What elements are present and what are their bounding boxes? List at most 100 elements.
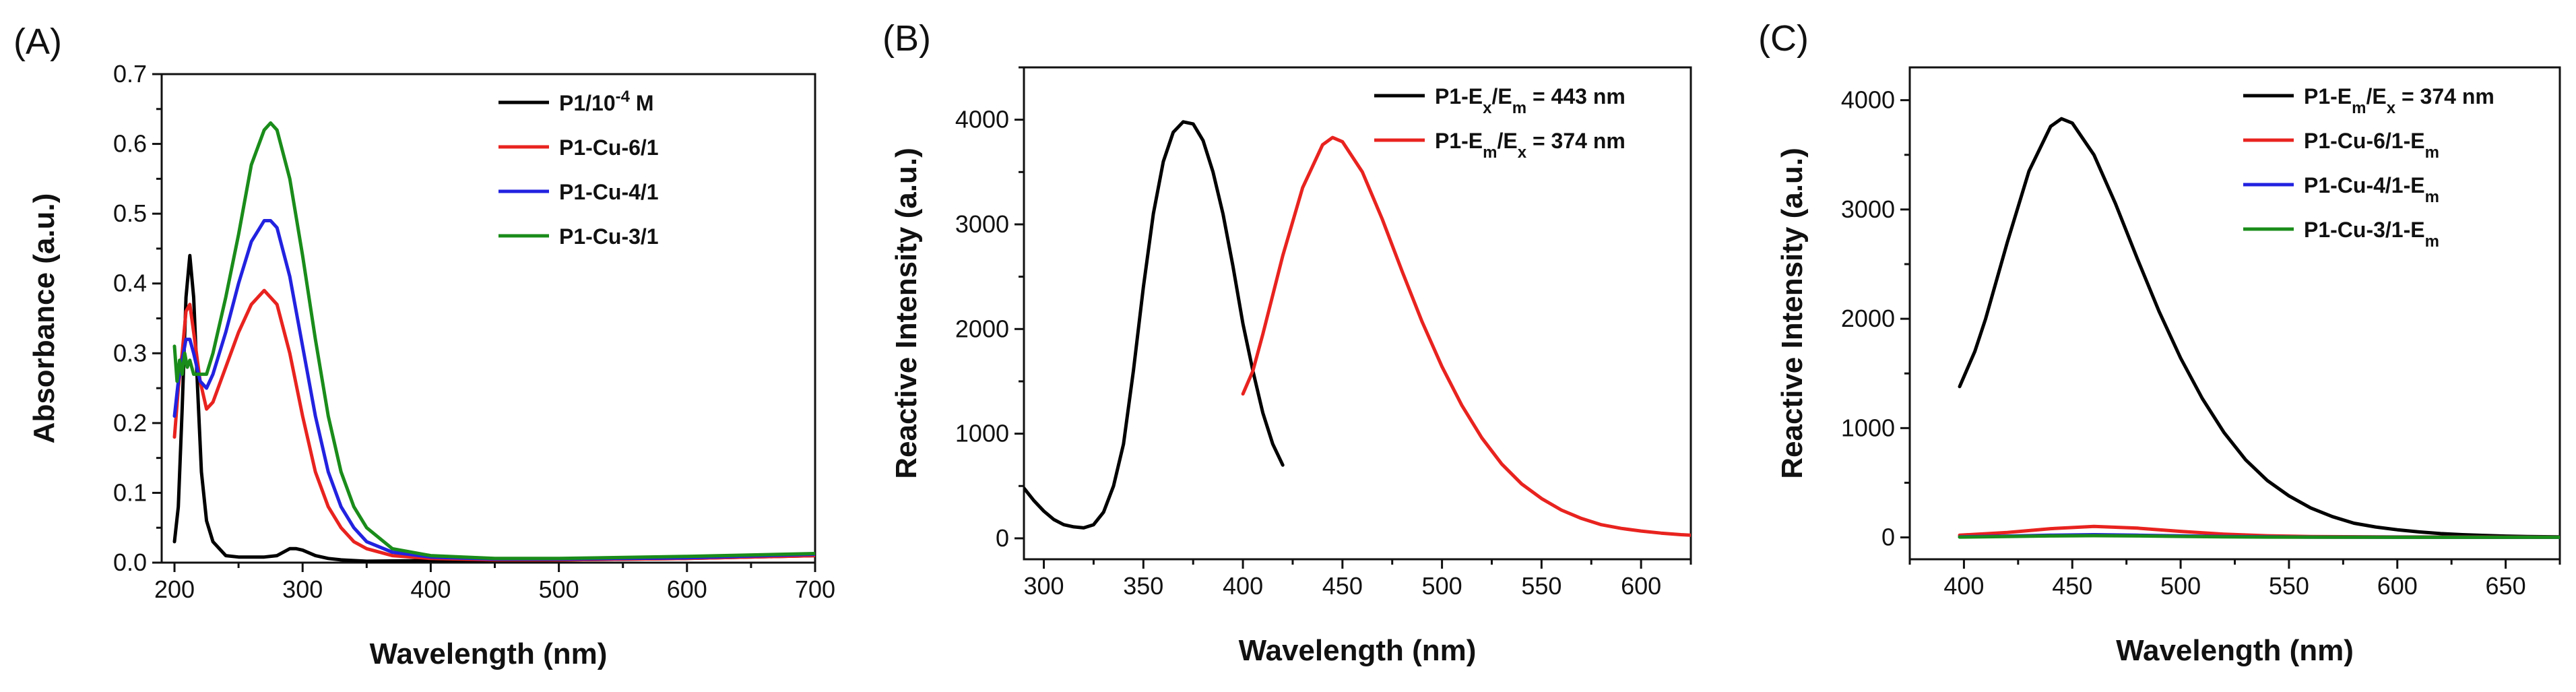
legend-label-1-part: m bbox=[1483, 144, 1497, 162]
y-tick-label: 3000 bbox=[955, 210, 1009, 238]
x-tick-label: 600 bbox=[2377, 572, 2418, 600]
y-tick-label: 0.7 bbox=[113, 60, 147, 88]
legend: P1-Em/Ex = 374 nmP1-Cu-6/1-EmP1-Cu-4/1-E… bbox=[2243, 84, 2494, 251]
legend-label-0-part: P1-E bbox=[2304, 84, 2352, 108]
x-tick-label: 200 bbox=[154, 575, 195, 603]
x-tick-label: 700 bbox=[795, 575, 835, 603]
plot-frame bbox=[160, 73, 816, 564]
series-line-0 bbox=[172, 253, 815, 563]
x-tick-label: 350 bbox=[1123, 572, 1163, 600]
series-line-1 bbox=[172, 288, 815, 562]
legend-label-2-part: P1-Cu-4/1 bbox=[559, 180, 659, 204]
series-group bbox=[1958, 117, 2560, 539]
y-tick-label: 3000 bbox=[1841, 195, 1895, 223]
legend-label-1: P1-Em/Ex = 374 nm bbox=[1435, 129, 1625, 162]
y-tick-label: 1000 bbox=[955, 420, 1009, 447]
y-axis-title: Absorbance (a.u.) bbox=[28, 193, 61, 444]
y-tick-label: 0 bbox=[1881, 524, 1895, 551]
legend-label-1-part: P1-Cu-6/1 bbox=[559, 135, 659, 160]
legend-label-1-part: m bbox=[2425, 144, 2439, 162]
x-tick-label: 400 bbox=[1223, 572, 1263, 600]
legend-label-0-part: P1/10 bbox=[559, 91, 616, 115]
legend-label-0-part: m bbox=[1512, 99, 1526, 117]
y-tick-label: 0.3 bbox=[113, 339, 147, 367]
plot-frame bbox=[1908, 66, 2561, 561]
x-tick-label: 400 bbox=[410, 575, 451, 603]
legend-label-2: P1-Cu-4/1 bbox=[559, 180, 659, 204]
x-axis-title: Wavelength (nm) bbox=[1239, 634, 1477, 667]
legend-label-0-part: = 374 nm bbox=[2395, 84, 2494, 108]
legend-label-1-part: P1-Cu-6/1-E bbox=[2304, 129, 2425, 153]
x-tick-label: 300 bbox=[282, 575, 323, 603]
legend-label-0-part: x bbox=[2387, 99, 2396, 117]
y-tick-label: 2000 bbox=[1841, 305, 1895, 332]
y-tick-label: 2000 bbox=[955, 315, 1009, 342]
y-tick-label: 1000 bbox=[1841, 414, 1895, 441]
series-line-3 bbox=[172, 121, 815, 561]
x-tick-label: 450 bbox=[1322, 572, 1363, 600]
legend-label-2-part: P1-Cu-4/1-E bbox=[2304, 173, 2425, 197]
legend-label-1: P1-Cu-6/1-Em bbox=[2304, 129, 2439, 162]
y-tick-label: 0.0 bbox=[113, 548, 147, 576]
x-axis-title: Wavelength (nm) bbox=[370, 637, 608, 670]
panel-label: (A) bbox=[13, 22, 62, 62]
y-tick-label: 0.4 bbox=[113, 270, 147, 297]
legend-label-3-part: P1-Cu-3/1 bbox=[559, 224, 659, 249]
y-tick-label: 0.1 bbox=[113, 478, 147, 506]
series-line-0 bbox=[1958, 117, 2560, 539]
legend-label-2: P1-Cu-4/1-Em bbox=[2304, 173, 2439, 206]
legend-label-1-part: /E bbox=[1497, 129, 1517, 153]
panel-label: (C) bbox=[1758, 18, 1809, 59]
x-tick-label: 300 bbox=[1024, 572, 1064, 600]
legend-label-0-part: -4 bbox=[616, 88, 631, 106]
series-line-2 bbox=[172, 219, 815, 561]
legend-label-0-part: /E bbox=[2366, 84, 2386, 108]
legend-label-1-part: P1-E bbox=[1435, 129, 1483, 153]
legend-label-1: P1-Cu-6/1 bbox=[559, 135, 659, 160]
legend-label-0: P1/10-4 M bbox=[559, 88, 654, 116]
legend-label-0-part: /E bbox=[1492, 84, 1512, 108]
x-tick-label: 600 bbox=[1621, 572, 1661, 600]
legend-label-3-part: P1-Cu-3/1-E bbox=[2304, 218, 2425, 242]
chart-panel-c: (C) 400 450 500 550 600 650 0 1000 2000 3000 4000 Wa… bbox=[1758, 18, 2561, 667]
y-tick-label: 0.6 bbox=[113, 130, 147, 158]
x-axis-title: Wavelength (nm) bbox=[2116, 634, 2354, 667]
legend-label-0: P1-Ex/Em = 443 nm bbox=[1435, 84, 1625, 117]
x-tick-label: 500 bbox=[2160, 572, 2201, 600]
x-tick-label: 650 bbox=[2486, 572, 2526, 600]
y-axis-title: Reactive Intensity (a.u.) bbox=[1776, 148, 1809, 478]
y-tick-label: 4000 bbox=[955, 106, 1009, 133]
legend-label-3: P1-Cu-3/1-Em bbox=[2304, 218, 2439, 251]
legend-label-0-part: = 443 nm bbox=[1526, 84, 1625, 108]
series-group bbox=[1024, 120, 1691, 537]
series-line-0 bbox=[1024, 120, 1285, 530]
legend: P1/10-4 M P1-Cu-6/1 P1-Cu-4/1 P1-Cu-3/1 bbox=[498, 88, 659, 249]
panel-label: (B) bbox=[882, 18, 931, 59]
legend-label-0-part: M bbox=[630, 91, 654, 115]
x-tick-label: 500 bbox=[539, 575, 579, 603]
legend-label-3: P1-Cu-3/1 bbox=[559, 224, 659, 249]
plot-frame bbox=[1023, 66, 1692, 561]
legend-label-2-part: m bbox=[2425, 188, 2439, 206]
legend-label-0-part: x bbox=[1483, 99, 1492, 117]
x-tick-label: 550 bbox=[1521, 572, 1561, 600]
x-tick-label: 600 bbox=[667, 575, 707, 603]
legend-label-0-part: P1-E bbox=[1435, 84, 1483, 108]
legend-label-3-part: m bbox=[2425, 232, 2439, 251]
series-line-3 bbox=[1958, 534, 2560, 539]
x-tick-label: 400 bbox=[1943, 572, 1984, 600]
legend-label-1-part: = 374 nm bbox=[1526, 129, 1625, 153]
y-tick-label: 0.5 bbox=[113, 199, 147, 227]
chart-panel-a: (A) 200 300 400 500 600 700 0.0 0.1 0.2 0.3 0.4 0.5 0… bbox=[13, 22, 835, 670]
y-tick-label: 4000 bbox=[1841, 86, 1895, 114]
chart-panel-b: (B) 300 350 400 450 500 550 600 0 1000 2000 3000 400… bbox=[882, 18, 1692, 667]
x-tick-label: 500 bbox=[1422, 572, 1462, 600]
series-line-1 bbox=[1241, 135, 1691, 537]
y-tick-label: 0 bbox=[996, 524, 1009, 552]
y-tick-label: 0.2 bbox=[113, 409, 147, 437]
y-axis-title: Reactive Intensity (a.u.) bbox=[890, 148, 923, 478]
x-tick-label: 450 bbox=[2052, 572, 2092, 600]
legend-label-1-part: x bbox=[1518, 144, 1527, 162]
